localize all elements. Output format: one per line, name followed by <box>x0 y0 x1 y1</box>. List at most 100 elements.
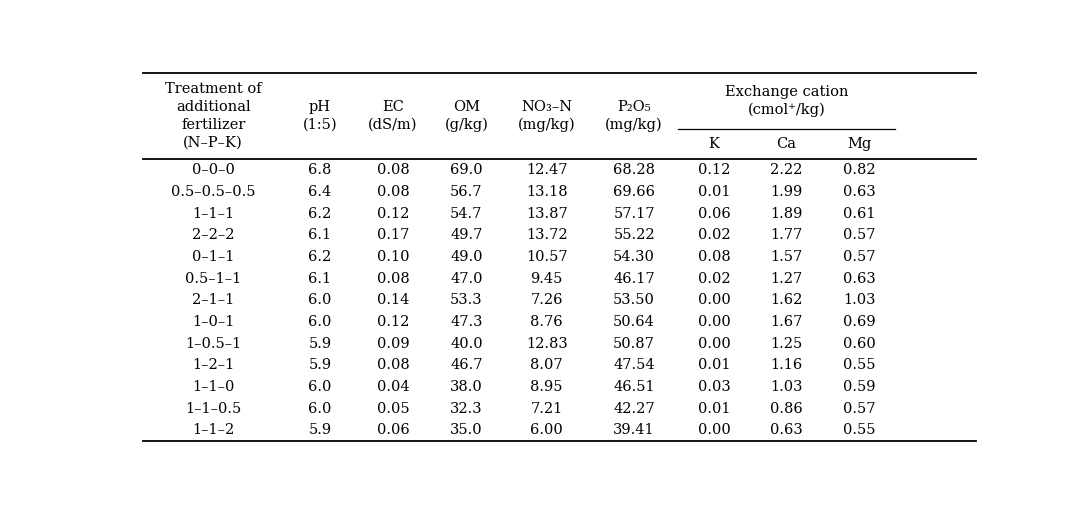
Text: 8.76: 8.76 <box>531 315 563 329</box>
Text: 6.0: 6.0 <box>308 293 332 307</box>
Text: 13.18: 13.18 <box>526 185 568 199</box>
Text: 0.55: 0.55 <box>843 423 876 437</box>
Text: 5.9: 5.9 <box>308 358 331 373</box>
Text: 0.04: 0.04 <box>377 380 410 394</box>
Text: 2–2–2: 2–2–2 <box>192 229 235 242</box>
Text: 7.21: 7.21 <box>531 402 562 416</box>
Text: 13.72: 13.72 <box>526 229 568 242</box>
Text: K: K <box>709 137 720 151</box>
Text: 0.01: 0.01 <box>698 185 731 199</box>
Text: 1–1–0: 1–1–0 <box>192 380 235 394</box>
Text: Exchange cation
(cmol⁺/kg): Exchange cation (cmol⁺/kg) <box>725 85 848 117</box>
Text: 0.09: 0.09 <box>377 336 410 351</box>
Text: 0.63: 0.63 <box>770 423 803 437</box>
Text: 0.82: 0.82 <box>843 163 876 177</box>
Text: 1–1–1: 1–1–1 <box>192 207 235 220</box>
Text: 54.7: 54.7 <box>450 207 483 220</box>
Text: 0.00: 0.00 <box>698 315 731 329</box>
Text: OM
(g/kg): OM (g/kg) <box>444 100 488 132</box>
Text: 49.0: 49.0 <box>450 250 483 264</box>
Text: 0.86: 0.86 <box>770 402 803 416</box>
Text: 5.9: 5.9 <box>308 423 331 437</box>
Text: 0.57: 0.57 <box>843 402 876 416</box>
Text: 6.2: 6.2 <box>308 250 332 264</box>
Text: Treatment of
additional
fertilizer
(N–P–K): Treatment of additional fertilizer (N–P–… <box>165 82 262 150</box>
Text: 1–0–1: 1–0–1 <box>192 315 235 329</box>
Text: 69.0: 69.0 <box>450 163 483 177</box>
Text: 0.02: 0.02 <box>698 229 731 242</box>
Text: 1–2–1: 1–2–1 <box>192 358 235 373</box>
Text: 0.00: 0.00 <box>698 293 731 307</box>
Text: 6.0: 6.0 <box>308 402 332 416</box>
Text: 1.03: 1.03 <box>843 293 876 307</box>
Text: 54.30: 54.30 <box>614 250 655 264</box>
Text: 0.10: 0.10 <box>377 250 410 264</box>
Text: 0.08: 0.08 <box>377 272 410 286</box>
Text: 1–1–0.5: 1–1–0.5 <box>186 402 241 416</box>
Text: 8.95: 8.95 <box>531 380 563 394</box>
Text: P₂O₅
(mg/kg): P₂O₅ (mg/kg) <box>605 100 663 132</box>
Text: NO₃–N
(mg/kg): NO₃–N (mg/kg) <box>518 100 575 132</box>
Text: 0.61: 0.61 <box>843 207 876 220</box>
Text: 0.63: 0.63 <box>843 185 876 199</box>
Text: 0.55: 0.55 <box>843 358 876 373</box>
Text: 1.89: 1.89 <box>770 207 803 220</box>
Text: 1.16: 1.16 <box>771 358 803 373</box>
Text: 0.03: 0.03 <box>698 380 731 394</box>
Text: 53.50: 53.50 <box>614 293 655 307</box>
Text: 10.57: 10.57 <box>526 250 568 264</box>
Text: 0.57: 0.57 <box>843 229 876 242</box>
Text: 0.08: 0.08 <box>377 163 410 177</box>
Text: 0.5–1–1: 0.5–1–1 <box>186 272 241 286</box>
Text: 0.06: 0.06 <box>377 423 410 437</box>
Text: 57.17: 57.17 <box>614 207 655 220</box>
Text: 46.7: 46.7 <box>450 358 483 373</box>
Text: 0.00: 0.00 <box>698 423 731 437</box>
Text: 46.17: 46.17 <box>614 272 655 286</box>
Text: 0.5–0.5–0.5: 0.5–0.5–0.5 <box>171 185 256 199</box>
Text: 53.3: 53.3 <box>450 293 483 307</box>
Text: 1.25: 1.25 <box>771 336 803 351</box>
Text: 12.47: 12.47 <box>526 163 568 177</box>
Text: 0.57: 0.57 <box>843 250 876 264</box>
Text: 6.2: 6.2 <box>308 207 332 220</box>
Text: 0.08: 0.08 <box>377 358 410 373</box>
Text: 6.1: 6.1 <box>308 229 331 242</box>
Text: 0.59: 0.59 <box>843 380 876 394</box>
Text: 6.00: 6.00 <box>531 423 563 437</box>
Text: 0–0–0: 0–0–0 <box>192 163 235 177</box>
Text: 0.69: 0.69 <box>843 315 876 329</box>
Text: 0.12: 0.12 <box>377 315 410 329</box>
Text: 9.45: 9.45 <box>531 272 563 286</box>
Text: pH
(1:5): pH (1:5) <box>302 100 337 132</box>
Text: 0.05: 0.05 <box>377 402 410 416</box>
Text: 69.66: 69.66 <box>614 185 655 199</box>
Text: Ca: Ca <box>776 137 796 151</box>
Text: 1–0.5–1: 1–0.5–1 <box>186 336 241 351</box>
Text: 0.00: 0.00 <box>698 336 731 351</box>
Text: 0.60: 0.60 <box>843 336 876 351</box>
Text: EC
(dS/m): EC (dS/m) <box>368 100 418 132</box>
Text: 1.27: 1.27 <box>771 272 803 286</box>
Text: 1.99: 1.99 <box>771 185 803 199</box>
Text: 39.41: 39.41 <box>614 423 655 437</box>
Text: 40.0: 40.0 <box>450 336 483 351</box>
Text: 42.27: 42.27 <box>614 402 655 416</box>
Text: 7.26: 7.26 <box>531 293 563 307</box>
Text: 6.0: 6.0 <box>308 315 332 329</box>
Text: 47.0: 47.0 <box>450 272 483 286</box>
Text: 55.22: 55.22 <box>614 229 655 242</box>
Text: 12.83: 12.83 <box>526 336 568 351</box>
Text: Mg: Mg <box>847 137 871 151</box>
Text: 5.9: 5.9 <box>308 336 331 351</box>
Text: 1.57: 1.57 <box>771 250 803 264</box>
Text: 32.3: 32.3 <box>450 402 483 416</box>
Text: 0.63: 0.63 <box>843 272 876 286</box>
Text: 0.08: 0.08 <box>698 250 731 264</box>
Text: 1–1–2: 1–1–2 <box>192 423 235 437</box>
Text: 6.4: 6.4 <box>308 185 332 199</box>
Text: 47.54: 47.54 <box>614 358 655 373</box>
Text: 38.0: 38.0 <box>450 380 483 394</box>
Text: 1.77: 1.77 <box>771 229 803 242</box>
Text: 6.8: 6.8 <box>308 163 332 177</box>
